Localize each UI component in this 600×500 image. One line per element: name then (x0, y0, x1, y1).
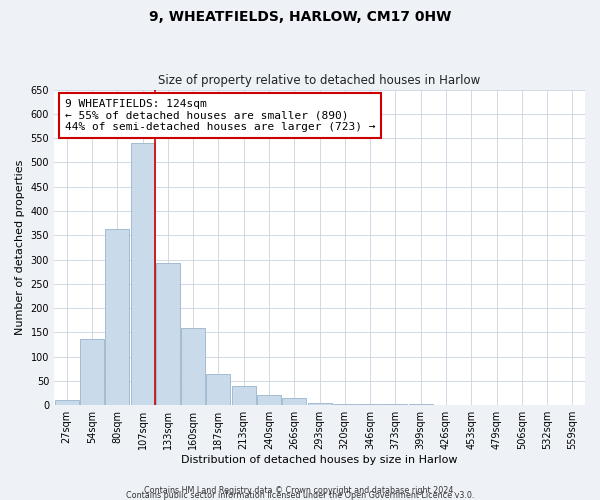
Bar (206, 374, 230, 405)
Bar (282, 398, 306, 405)
Bar (383, 404, 407, 405)
Bar (156, 263, 180, 405)
Bar (308, 403, 332, 405)
Text: Contains public sector information licensed under the Open Government Licence v3: Contains public sector information licen… (126, 491, 474, 500)
Bar (55, 400, 79, 405)
X-axis label: Distribution of detached houses by size in Harlow: Distribution of detached houses by size … (181, 455, 458, 465)
Bar (333, 404, 357, 405)
Bar (80, 338, 104, 405)
Text: 9 WHEATFIELDS: 124sqm
← 55% of detached houses are smaller (890)
44% of semi-det: 9 WHEATFIELDS: 124sqm ← 55% of detached … (65, 99, 375, 132)
Bar (257, 394, 281, 405)
Bar (232, 386, 256, 405)
Text: Contains HM Land Registry data © Crown copyright and database right 2024.: Contains HM Land Registry data © Crown c… (144, 486, 456, 495)
Text: 9, WHEATFIELDS, HARLOW, CM17 0HW: 9, WHEATFIELDS, HARLOW, CM17 0HW (149, 10, 451, 24)
Y-axis label: Number of detached properties: Number of detached properties (15, 160, 25, 335)
Bar (131, 143, 155, 405)
Bar (105, 229, 129, 405)
Bar (181, 328, 205, 405)
Bar (358, 404, 382, 405)
Bar (409, 404, 433, 405)
Title: Size of property relative to detached houses in Harlow: Size of property relative to detached ho… (158, 74, 481, 87)
